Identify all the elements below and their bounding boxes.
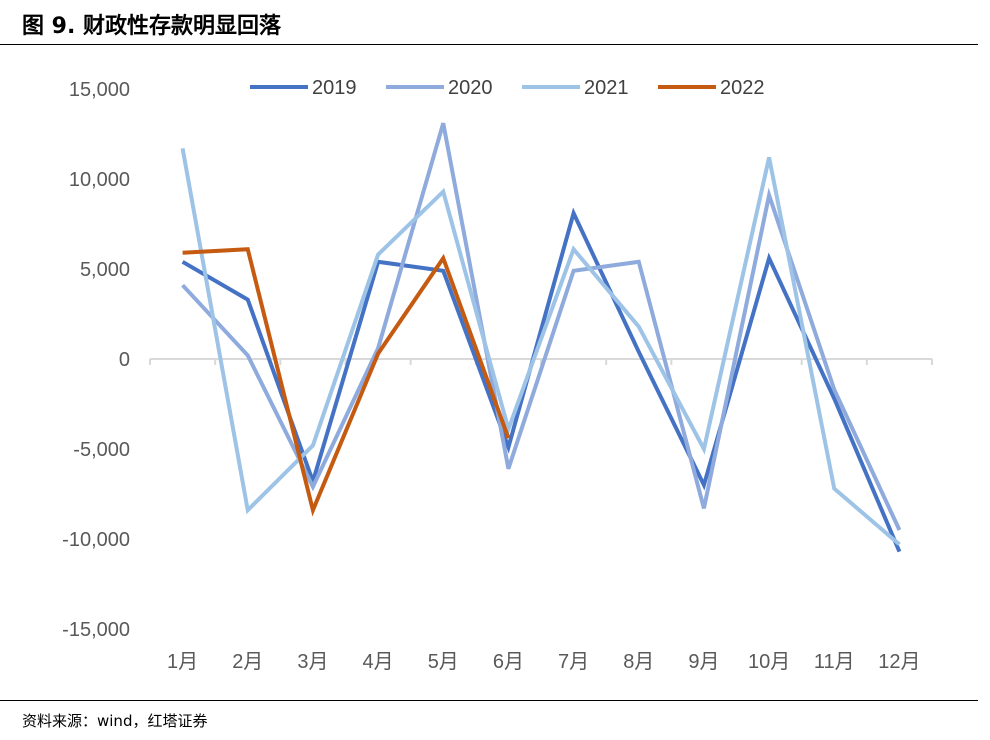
legend-label-2022: 2022 <box>720 77 765 99</box>
x-tick-label: 6月 <box>493 651 524 673</box>
x-tick-label: 2月 <box>232 651 263 673</box>
x-tick-label: 1月 <box>167 651 198 673</box>
y-tick-label: -10,000 <box>62 529 130 551</box>
x-tick-label: 5月 <box>428 651 459 673</box>
legend-label-2021: 2021 <box>584 77 629 99</box>
y-tick-label: -5,000 <box>73 439 130 461</box>
y-tick-label: 15,000 <box>69 79 130 101</box>
series-line-2022 <box>182 247 511 517</box>
line-chart: 15,000 10,000 5,000 0 -5,000 -10,000 -15,000 1月… <box>62 77 933 673</box>
series-line-2019 <box>181 207 902 553</box>
series-line-2021 <box>180 148 901 546</box>
x-tick-label: 11月 <box>814 651 855 673</box>
title-divider <box>0 44 978 45</box>
source-divider <box>0 700 978 701</box>
legend-label-2019: 2019 <box>312 77 357 99</box>
x-tick-label: 3月 <box>297 651 328 673</box>
legend-label-2020: 2020 <box>448 77 493 99</box>
y-tick-label: 5,000 <box>80 259 130 281</box>
x-tick-label: 12月 <box>878 651 920 673</box>
x-tick-label: 7月 <box>558 651 589 673</box>
y-tick-label: -15,000 <box>62 619 130 641</box>
source-note: 资料来源：wind，红塔证券 <box>22 712 208 730</box>
y-tick-label: 10,000 <box>69 169 130 191</box>
chart-title: 图 9. 财政性存款明显回落 <box>22 14 281 39</box>
x-tick-label: 9月 <box>688 651 719 673</box>
x-tick-label: 8月 <box>623 651 654 673</box>
x-tick-label: 10月 <box>748 651 790 673</box>
x-tick-label: 4月 <box>363 651 394 673</box>
y-tick-label: 0 <box>119 349 130 371</box>
